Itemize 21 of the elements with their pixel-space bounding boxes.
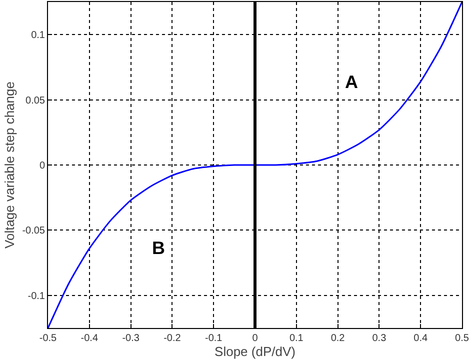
x-tick-label: 0.4 — [414, 333, 428, 344]
annotation: A — [345, 72, 358, 92]
annotation: B — [152, 238, 165, 258]
y-tick-label: 0 — [39, 160, 46, 172]
x-tick-label: 0.3 — [372, 333, 387, 344]
x-tick-label: 0.2 — [330, 333, 346, 344]
y-tick-label: -0.1 — [28, 290, 46, 302]
x-tick-label: -0.2 — [164, 333, 182, 344]
x-tick-label: 0.1 — [289, 333, 304, 344]
y-tick-label: 0.1 — [31, 30, 46, 42]
x-tick-label: 0 — [252, 333, 258, 344]
x-tick-label: -0.5 — [39, 333, 58, 344]
x-tick-label: 0.5 — [455, 333, 470, 344]
x-tick-label: -0.1 — [204, 333, 223, 344]
y-tick-label: -0.05 — [22, 226, 46, 237]
x-tick-label: -0.4 — [80, 333, 98, 344]
x-tick-label: -0.3 — [122, 333, 140, 344]
line-series — [48, 2, 462, 328]
y-axis-title: Voltage variable step change — [2, 82, 18, 248]
y-tick-label: 0.05 — [26, 95, 46, 106]
x-axis-title: Slope (dP/dV) — [214, 344, 296, 359]
